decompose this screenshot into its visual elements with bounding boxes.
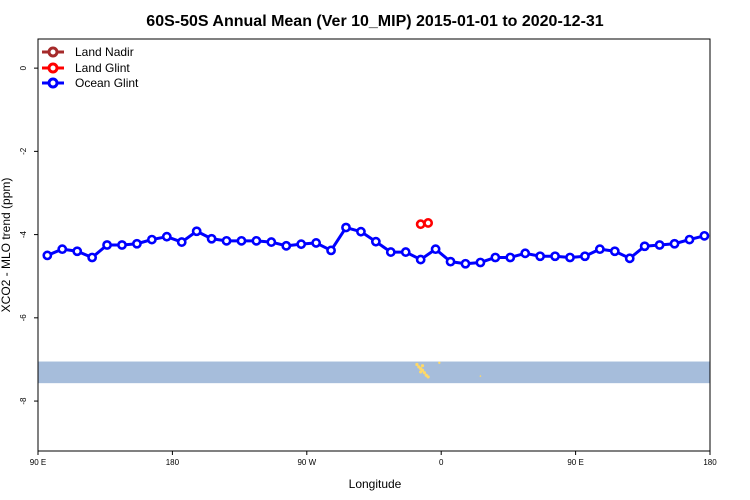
legend-label-ocean-glint: Ocean Glint	[75, 76, 139, 90]
legend-marker-land-nadir	[47, 46, 59, 58]
map-strip	[38, 361, 710, 384]
land-patch	[438, 361, 441, 364]
y-tick-label: -6	[19, 314, 28, 322]
x-tick-label: 180	[166, 458, 180, 467]
data-point-ocean-glint	[206, 233, 217, 244]
y-tick-label: -2	[19, 147, 28, 155]
x-tick-label: 90 E	[567, 458, 583, 467]
y-tick-label: -8	[19, 397, 28, 405]
data-point-ocean-glint	[191, 226, 202, 237]
data-point-ocean-glint	[699, 230, 710, 241]
land-patch	[422, 371, 426, 375]
x-tick-label: 90 E	[30, 458, 46, 467]
data-point-ocean-glint	[57, 244, 68, 255]
data-point-ocean-glint	[400, 247, 411, 257]
legend-entry-ocean-glint: Ocean Glint	[42, 76, 139, 90]
x-axis: 90 E 180 90 W 0 90 E 180	[30, 451, 717, 467]
legend-label-land-nadir: Land Nadir	[75, 45, 134, 59]
data-point-ocean-glint	[132, 238, 142, 249]
x-tick-label: 180	[703, 458, 717, 467]
y-tick-label: 0	[19, 65, 28, 70]
data-point-ocean-glint	[341, 222, 351, 233]
data-point-ocean-glint	[266, 237, 277, 247]
data-point-ocean-glint	[311, 238, 322, 248]
data-point-ocean-glint	[161, 231, 172, 242]
data-point-ocean-glint	[594, 244, 605, 255]
x-tick-label: 90 W	[297, 458, 316, 467]
data-point-ocean-glint	[654, 240, 665, 250]
data-point-ocean-glint	[326, 245, 336, 256]
land-patch	[419, 370, 423, 374]
land-patch	[420, 364, 425, 368]
data-point-ocean-glint	[445, 256, 456, 267]
data-point-ocean-glint	[490, 252, 501, 263]
data-point-ocean-glint	[221, 235, 232, 246]
data-point-ocean-glint	[415, 254, 426, 265]
plot-frame	[37, 38, 711, 452]
legend-marker-ocean-glint	[47, 77, 59, 89]
data-point-ocean-glint	[251, 235, 262, 246]
x-tick-label: 0	[439, 458, 444, 467]
data-point-ocean-glint	[370, 236, 381, 247]
data-point-ocean-glint	[176, 237, 187, 247]
legend-entry-land-nadir: Land Nadir	[42, 45, 134, 59]
data-point-ocean-glint	[87, 252, 98, 263]
data-point-ocean-glint	[281, 240, 292, 251]
data-point-ocean-glint	[580, 251, 590, 262]
y-tick-label: -4	[19, 230, 28, 238]
data-point-ocean-glint	[146, 234, 157, 245]
data-point-land-glint	[415, 219, 426, 230]
data-point-ocean-glint	[609, 246, 620, 257]
y-axis: 0 -2 -4 -6 -8	[19, 65, 38, 405]
data-point-land-glint	[423, 218, 434, 228]
data-point-ocean-glint	[475, 257, 486, 268]
data-point-ocean-glint	[639, 241, 650, 252]
y-axis-label: XCO2 - MLO trend (ppm)	[0, 178, 13, 313]
land-patch	[426, 375, 430, 379]
data-point-ocean-glint	[535, 251, 546, 262]
data-point-ocean-glint	[42, 250, 53, 261]
legend-label-land-glint: Land Glint	[75, 61, 130, 75]
data-point-ocean-glint	[460, 258, 471, 269]
data-point-ocean-glint	[236, 235, 247, 246]
series-layer	[42, 218, 710, 269]
data-point-ocean-glint	[505, 252, 516, 263]
data-point-ocean-glint	[520, 248, 531, 259]
data-point-ocean-glint	[385, 247, 396, 257]
legend: Land Nadir Land Glint Ocean Glint	[42, 45, 139, 90]
legend-entry-land-glint: Land Glint	[42, 61, 130, 75]
data-point-ocean-glint	[356, 226, 366, 237]
data-point-ocean-glint	[669, 238, 680, 249]
land-patch	[479, 375, 482, 377]
data-point-ocean-glint	[296, 239, 307, 250]
x-axis-label: Longitude	[349, 477, 402, 491]
land-patches	[415, 361, 482, 379]
legend-marker-land-glint	[47, 62, 59, 74]
data-point-ocean-glint	[102, 240, 112, 250]
data-point-ocean-glint	[550, 251, 560, 262]
data-point-ocean-glint	[430, 244, 441, 255]
ocean-band	[38, 361, 710, 384]
data-point-ocean-glint	[684, 234, 695, 245]
data-point-ocean-glint	[624, 253, 635, 264]
chart-title: 60S-50S Annual Mean (Ver 10_MIP) 2015-01…	[146, 13, 604, 30]
land-patch	[415, 362, 419, 367]
data-point-ocean-glint	[117, 240, 127, 250]
data-point-ocean-glint	[72, 246, 83, 257]
data-point-ocean-glint	[565, 252, 575, 263]
